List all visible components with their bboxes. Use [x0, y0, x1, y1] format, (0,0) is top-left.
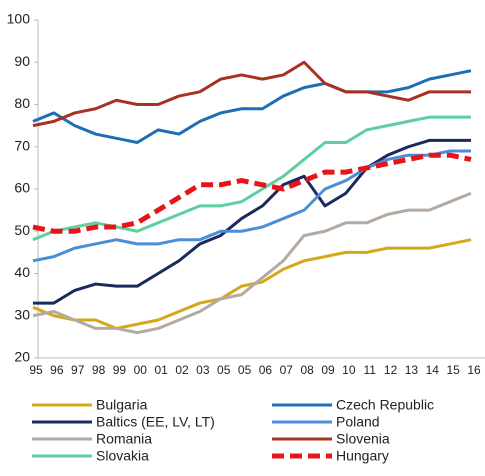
legend-label: Baltics (EE, LV, LT): [96, 414, 215, 430]
y-tick-label: 20: [14, 349, 30, 365]
legend-label: Slovakia: [96, 448, 149, 464]
legend-label: Romania: [96, 431, 152, 447]
x-tick-label: 07: [280, 363, 294, 377]
x-tick-label: 12: [384, 363, 398, 377]
y-tick-label: 60: [14, 180, 30, 196]
y-tick-label: 90: [14, 53, 30, 69]
x-tick-label: 03: [196, 363, 210, 377]
x-tick-label: 08: [300, 363, 314, 377]
x-tick-label: 05: [238, 363, 252, 377]
legend-label: Bulgaria: [96, 397, 148, 413]
series-line: [32, 191, 472, 335]
x-tick-label: 14: [426, 363, 440, 377]
y-tick-label: 80: [14, 95, 30, 111]
series-line: [32, 69, 472, 145]
x-tick-label: 99: [113, 363, 127, 377]
x-tick-label: 98: [92, 363, 106, 377]
x-tick-label: 96: [50, 363, 64, 377]
legend-label: Slovenia: [336, 431, 390, 447]
y-tick-label: 100: [7, 11, 31, 27]
series-line: [32, 238, 472, 330]
legend-label: Poland: [336, 414, 380, 430]
x-tick-label: 97: [71, 363, 85, 377]
x-tick-label: 02: [175, 363, 189, 377]
x-tick-label: 05: [217, 363, 231, 377]
y-tick-label: 50: [14, 222, 30, 238]
x-tick-label: 11: [363, 363, 376, 377]
x-tick-label: 00: [134, 363, 148, 377]
series-line: [32, 149, 471, 263]
series-line: [33, 138, 471, 305]
x-tick-label: 09: [321, 363, 335, 377]
y-tick-label: 40: [14, 264, 30, 280]
x-tick-label: 06: [259, 363, 273, 377]
series-line: [32, 152, 472, 234]
y-tick-label: 30: [14, 306, 30, 322]
x-tick-label: 01: [154, 363, 168, 377]
x-tick-label: 95: [29, 363, 43, 377]
y-tick-label: 70: [14, 137, 30, 153]
legend-label: Czech Republic: [336, 397, 434, 413]
x-tick-label: 13: [405, 363, 419, 377]
legend-label: Hungary: [336, 448, 389, 464]
x-tick-label: 15: [446, 363, 460, 377]
x-tick-label: 16: [467, 363, 481, 377]
series-line: [32, 60, 471, 128]
x-tick-label: 10: [342, 363, 356, 377]
